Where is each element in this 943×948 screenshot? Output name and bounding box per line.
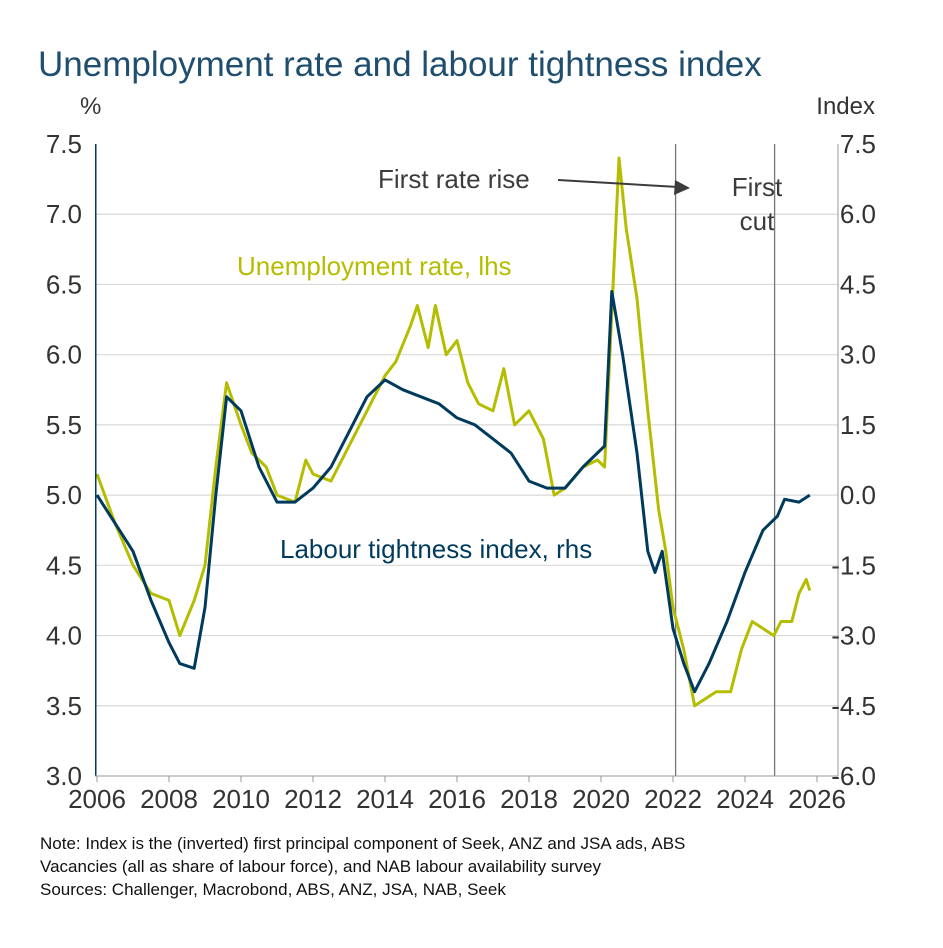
x-tick: 2006	[68, 784, 126, 814]
y-tick-right: 7.5	[840, 129, 876, 159]
chart-title: Unemployment rate and labour tightness i…	[38, 45, 762, 84]
y-tick-right: -1.5	[831, 550, 876, 580]
x-tick: 2016	[428, 784, 486, 814]
annotation-first-cut-1: First	[732, 172, 783, 202]
right-axis-unit: Index	[816, 93, 875, 120]
x-tick: 2022	[644, 784, 702, 814]
x-tick: 2010	[212, 784, 270, 814]
x-tick: 2018	[500, 784, 558, 814]
unemployment-line	[95, 156, 812, 708]
left-axis-unit: %	[80, 93, 101, 120]
annotation-first-cut-2: cut	[740, 206, 775, 236]
label-unemployment: Unemployment rate, lhs	[237, 251, 512, 281]
y-tick-right: 6.0	[840, 199, 876, 229]
note-line-1: Note: Index is the (inverted) first prin…	[40, 834, 685, 853]
x-tick: 2024	[716, 784, 774, 814]
annotation-arrow	[557, 179, 679, 188]
x-tick: 2014	[356, 784, 414, 814]
note-line-2: Vacancies (all as share of labour force)…	[40, 857, 601, 876]
x-tick: 2008	[140, 784, 198, 814]
x-tick: 2026	[788, 784, 846, 814]
event-lines	[674, 144, 776, 776]
y-tick-left: 3.0	[46, 761, 82, 791]
label-index: Labour tightness index, rhs	[280, 534, 592, 564]
y-tick-right: 0.0	[840, 480, 876, 510]
y-tick-left: 5.5	[46, 410, 82, 440]
x-tick: 2012	[284, 784, 342, 814]
y-tick-left: 7.5	[46, 129, 82, 159]
y-tick-right: -6.0	[831, 761, 876, 791]
series-lines	[95, 156, 812, 708]
note-line-3: Sources: Challenger, Macrobond, ABS, ANZ…	[40, 880, 506, 899]
y-tick-left: 6.5	[46, 269, 82, 299]
y-tick-left: 7.0	[46, 199, 82, 229]
y-tick-left: 4.5	[46, 550, 82, 580]
y-tick-right: 1.5	[840, 410, 876, 440]
y-tick-right: 4.5	[840, 269, 876, 299]
y-tick-right: -4.5	[831, 691, 876, 721]
annotation-rate-rise: First rate rise	[378, 164, 530, 194]
y-tick-left: 6.0	[46, 340, 82, 370]
gridlines	[95, 213, 838, 707]
y-tick-left: 3.5	[46, 691, 82, 721]
y-tick-right: 3.0	[840, 340, 876, 370]
tightness-index-line	[95, 290, 811, 694]
tick-labels: 7.5 7.0 6.5 6.0 5.5 5.0 4.5 4.0 3.5 3.0 7.5 6.0 4.5 3…	[46, 129, 876, 814]
y-tick-left: 5.0	[46, 480, 82, 510]
y-tick-right: -3.0	[831, 621, 876, 651]
arrow-head-icon	[674, 180, 690, 195]
y-tick-left: 4.0	[46, 621, 82, 651]
plot-frame-left	[95, 144, 97, 776]
x-tick: 2020	[572, 784, 630, 814]
